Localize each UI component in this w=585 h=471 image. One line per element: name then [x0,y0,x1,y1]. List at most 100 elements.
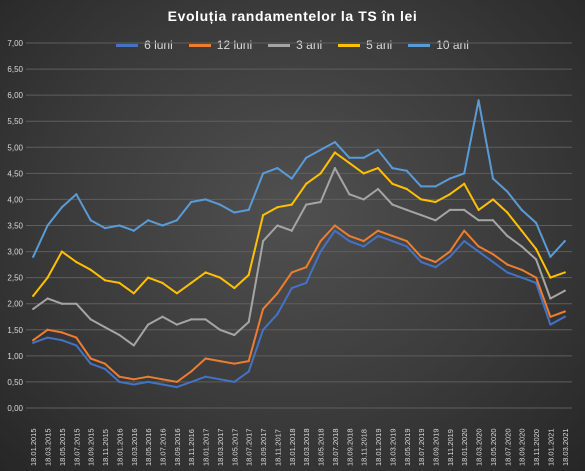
data-point [261,213,265,217]
data-point [75,336,78,339]
data-point [147,380,150,384]
data-point [132,229,135,232]
x-tick-label: 18.07.2018 [331,428,340,466]
data-point [32,307,35,311]
data-point [118,333,121,337]
data-point [46,276,49,279]
data-point [247,370,250,373]
y-tick-label: 5,00 [7,143,23,152]
data-point [434,219,437,222]
data-point [491,198,495,201]
data-point [420,198,423,201]
x-tick-label: 18.03.2021 [561,428,570,466]
data-point [463,208,466,211]
data-point [233,380,236,384]
data-point [60,250,64,253]
data-point [175,292,178,295]
x-tick-label: 18.05.2020 [489,428,498,466]
x-tick-label: 18.11.2019 [446,429,455,466]
data-point [362,198,365,201]
data-point [204,271,207,274]
data-point [549,255,552,258]
data-point [448,193,451,196]
data-point [506,190,509,193]
data-point [491,260,495,264]
x-tick-label: 18.09.2018 [345,428,354,466]
x-tick-label: 18.07.2019 [417,428,426,466]
data-point [463,229,466,232]
series-line-5-ani [32,151,566,297]
data-point [448,255,451,258]
data-point [563,240,566,243]
data-point [534,247,538,251]
data-point [75,302,78,305]
data-point [376,234,380,238]
x-tick-label: 18.07.2020 [503,428,512,466]
data-point [362,172,365,175]
data-point [175,380,178,384]
x-tick-label: 18.03.2015 [44,428,53,466]
data-point [520,245,523,248]
data-point [175,386,178,389]
data-point [391,240,394,243]
data-point [218,359,222,363]
y-tick-label: 6,50 [7,65,23,74]
data-point [46,297,49,300]
legend-label: 10 ani [436,38,469,52]
data-point [477,250,480,253]
legend: 6 luni 12 luni 3 ani 5 ani 10 ani [0,38,585,52]
x-tick-label: 18.07.2017 [245,428,254,466]
data-point [118,281,121,284]
data-point [549,315,552,318]
data-point [305,156,308,159]
data-point [534,281,538,284]
data-point [491,219,495,222]
data-point [434,260,437,264]
legend-item-3-ani: 3 ani [268,38,322,52]
legend-item-6-luni: 6 luni [116,38,173,52]
x-tick-label: 18.11.2018 [360,429,369,466]
data-point [477,245,480,248]
data-point [218,276,222,279]
data-point [190,380,193,384]
data-point [233,211,236,214]
data-point [563,271,566,274]
x-tick-label: 18.05.2017 [230,428,239,466]
data-point [549,276,552,279]
data-point [520,276,523,279]
legend-swatch [338,43,361,47]
data-point [506,234,509,238]
data-point [204,357,207,360]
x-tick-label: 18.09.2016 [173,428,182,466]
x-tick-label: 18.05.2019 [403,428,412,466]
data-point [563,315,566,318]
data-point [103,279,107,282]
x-tick-label: 18.11.2020 [532,429,541,466]
data-point [132,378,135,381]
x-tick-label: 18.03.2018 [302,428,311,466]
data-point [319,200,322,204]
data-point [319,240,322,243]
data-point [549,297,552,300]
data-point [563,310,566,313]
data-point [60,206,64,209]
data-point [348,193,351,196]
data-point [391,167,394,170]
y-tick-label: 5,50 [7,117,23,126]
data-point [60,302,64,305]
data-point [477,219,480,222]
y-tick-label: 1,50 [7,326,23,335]
data-point [75,344,78,347]
data-point [261,240,265,243]
data-point [233,333,236,337]
data-point [103,326,107,329]
y-tick-label: 3,00 [7,248,23,257]
data-point [247,273,250,277]
data-point [319,250,322,253]
data-point [32,339,35,342]
data-point [491,253,495,256]
data-point [362,156,365,159]
data-point [290,229,293,232]
data-point [204,375,207,378]
data-point [247,208,250,211]
